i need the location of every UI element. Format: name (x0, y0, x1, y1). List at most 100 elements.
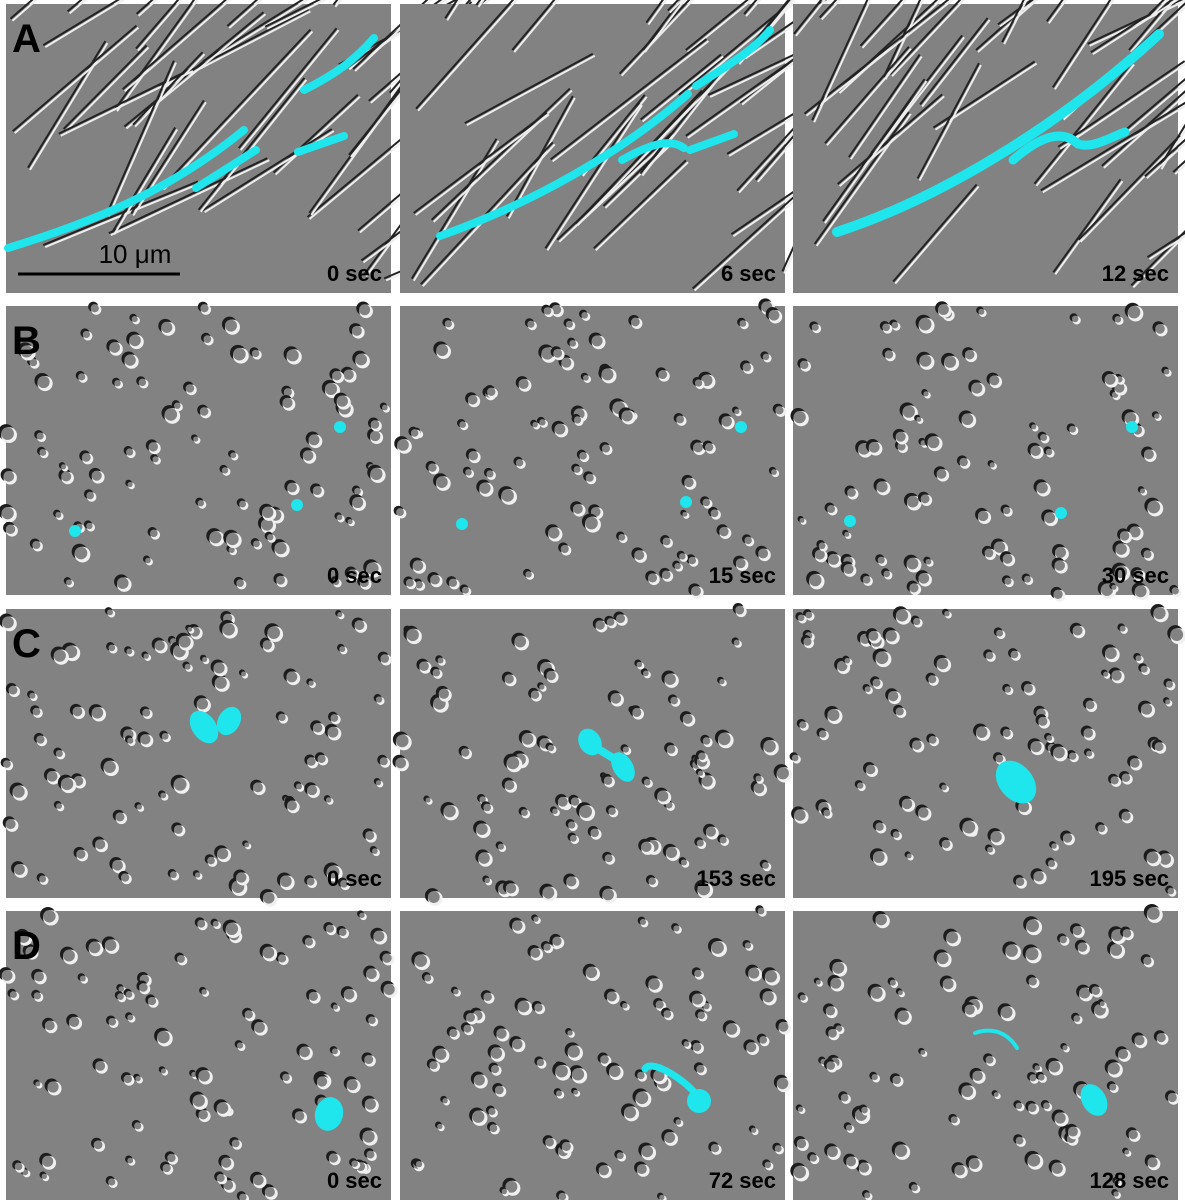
texture-spot (163, 1164, 171, 1172)
texture-spot (568, 1045, 580, 1057)
texture-spot (763, 991, 774, 1002)
texture-spot (222, 467, 228, 473)
texture-spot (909, 583, 918, 592)
texture-spot (1004, 578, 1011, 585)
texture-spot (726, 1023, 738, 1035)
texture-spot (352, 326, 362, 336)
texture-spot (282, 1074, 289, 1081)
texture-spot (581, 312, 588, 319)
texture-spot (521, 809, 528, 816)
texture-spot (878, 557, 885, 564)
texture-spot (95, 839, 105, 849)
texture-spot (554, 424, 565, 435)
texture-spot (495, 1086, 504, 1095)
texture-spot (640, 919, 646, 925)
texture-spot (428, 891, 440, 903)
highlight-blob (456, 518, 468, 530)
texture-spot (236, 579, 244, 587)
texture-spot (898, 990, 903, 995)
texture-spot (873, 679, 881, 687)
texture-spot (267, 534, 273, 540)
texture-spot (1147, 907, 1160, 920)
texture-spot (720, 837, 727, 844)
texture-spot (1072, 316, 1079, 323)
texture-spot (605, 854, 613, 862)
texture-spot (397, 439, 409, 451)
texture-spot (115, 812, 124, 821)
image-panel: 128 sec (790, 904, 1179, 1200)
texture-spot (978, 309, 984, 315)
texture-spot (232, 1139, 240, 1147)
texture-spot (326, 797, 331, 802)
texture-spot (483, 804, 491, 812)
texture-spot (126, 648, 132, 654)
texture-spot (1172, 587, 1179, 594)
texture-spot (522, 733, 534, 745)
texture-spot (37, 433, 44, 440)
texture-spot (1038, 717, 1047, 726)
texture-spot (42, 1156, 53, 1167)
texture-spot (491, 1047, 503, 1059)
texture-spot (1, 507, 13, 519)
texture-spot (365, 1099, 376, 1110)
texture-spot (681, 859, 687, 865)
texture-spot (1154, 413, 1159, 418)
texture-spot (442, 1098, 447, 1103)
texture-spot (433, 669, 441, 677)
texture-spot (579, 805, 592, 818)
texture-spot (252, 350, 259, 357)
texture-spot (449, 1029, 457, 1037)
texture-spot (9, 686, 18, 695)
texture-spot (501, 489, 514, 502)
texture-spot (912, 740, 922, 750)
texture-spot (449, 579, 457, 587)
texture-spot (693, 1043, 702, 1052)
texture-spot (1086, 700, 1095, 709)
texture-spot (765, 970, 777, 982)
texture-spot (253, 540, 260, 547)
texture-spot (745, 942, 751, 948)
texture-spot (1069, 752, 1076, 759)
texture-spot (56, 750, 63, 757)
texture-spot (895, 1145, 907, 1157)
texture-spot (946, 932, 958, 944)
texture-spot (552, 937, 561, 946)
texture-spot (691, 586, 701, 596)
texture-spot (1003, 729, 1011, 737)
texture-spot (1054, 560, 1065, 571)
texture-spot (937, 952, 949, 964)
texture-spot (1028, 1154, 1041, 1167)
texture-spot (1136, 655, 1142, 661)
texture-spot (13, 786, 25, 798)
texture-spot (1048, 860, 1055, 867)
texture-spot (556, 1090, 562, 1096)
texture-spot (1111, 670, 1121, 680)
texture-spot (132, 316, 138, 322)
texture-spot (239, 501, 246, 508)
texture-spot (94, 1140, 103, 1149)
texture-spot (1115, 543, 1126, 554)
texture-spot (711, 509, 719, 517)
texture-spot (1120, 531, 1129, 540)
texture-spot (539, 684, 544, 689)
texture-spot (14, 864, 25, 875)
texture-spot (108, 1018, 116, 1026)
texture-spot (636, 1091, 649, 1104)
texture-spot (798, 1107, 803, 1112)
texture-spot (918, 573, 929, 584)
texture-spot (487, 388, 495, 396)
texture-spot (719, 679, 724, 684)
texture-spot (104, 761, 116, 773)
texture-spot (942, 840, 951, 849)
texture-spot (1129, 1130, 1138, 1139)
texture-spot (1100, 1001, 1105, 1006)
texture-spot (570, 835, 577, 842)
texture-spot (337, 395, 348, 406)
texture-spot (42, 1174, 47, 1179)
texture-spot (545, 1138, 554, 1147)
image-panel: 15 sec (394, 298, 787, 598)
texture-spot (608, 807, 616, 815)
texture-spot (664, 1132, 675, 1143)
texture-spot (201, 989, 207, 995)
texture-spot (1046, 735, 1052, 741)
